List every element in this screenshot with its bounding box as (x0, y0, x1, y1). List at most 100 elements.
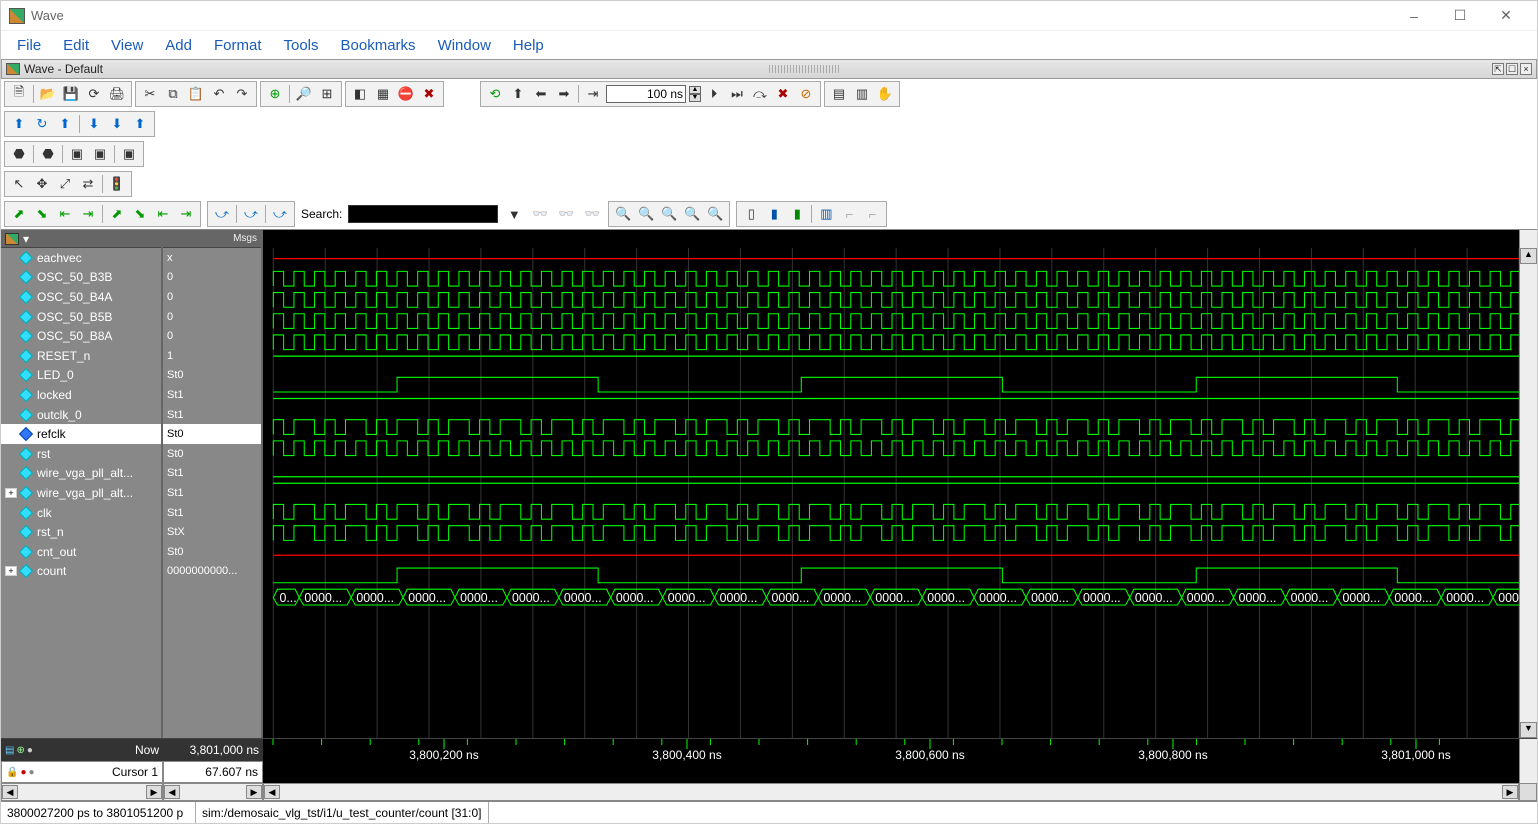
run-left-icon[interactable]: ⬅ (531, 84, 551, 104)
signal-value[interactable]: 0 (163, 326, 261, 346)
obj4-icon[interactable]: ▣ (90, 144, 110, 164)
expand-icon[interactable] (5, 429, 17, 439)
new-icon[interactable]: 🗎 (9, 84, 29, 104)
cursor-up-icon[interactable]: ⬆ (9, 114, 29, 134)
wave-scroll-right-icon[interactable]: ▶ (1502, 785, 1518, 799)
time-down-icon[interactable]: ▼ (689, 94, 701, 102)
reload-icon[interactable]: ⟳ (84, 84, 104, 104)
cursor-d1-icon[interactable]: ⬇ (84, 114, 104, 134)
menu-format[interactable]: Format (204, 33, 272, 58)
save-icon[interactable]: 💾 (61, 84, 81, 104)
signal-row[interactable]: wire_vga_pll_alt... (1, 464, 161, 484)
expand-icon[interactable] (5, 547, 17, 557)
edge-e-icon[interactable]: ⬈ (107, 204, 127, 224)
menu-tools[interactable]: Tools (274, 33, 329, 58)
scroll-down-icon[interactable]: ▼ (1520, 722, 1537, 738)
run-right-icon[interactable]: ➡ (554, 84, 574, 104)
bino-prev-icon[interactable]: 👓 (530, 204, 550, 224)
fmt-1-icon[interactable]: ▯ (741, 204, 761, 224)
signal-value[interactable]: St1 (163, 464, 261, 484)
menu-add[interactable]: Add (155, 33, 202, 58)
menu-file[interactable]: File (7, 33, 51, 58)
minimize-button[interactable]: – (1391, 2, 1437, 30)
step-icon[interactable]: ⇥ (583, 84, 603, 104)
zoom-fit-icon[interactable]: 🔍 (682, 204, 702, 224)
edge-g-icon[interactable]: ⇤ (153, 204, 173, 224)
layers-icon[interactable]: ◧ (350, 84, 370, 104)
signal-value[interactable]: St1 (163, 405, 261, 425)
expand-icon[interactable] (5, 508, 17, 518)
fmt-3-icon[interactable]: ▮ (787, 204, 807, 224)
fmt-6-icon[interactable]: ⌐ (862, 204, 882, 224)
print-icon[interactable]: 🖨 (107, 84, 127, 104)
zoom-sel-icon[interactable]: 🔍 (705, 204, 725, 224)
waveform-pane[interactable]: 0...0000...0000...0000...0000...0000...0… (263, 230, 1519, 738)
resize-icon[interactable]: ⤢ (55, 174, 75, 194)
bino-icon[interactable]: 👓 (556, 204, 576, 224)
menu-edit[interactable]: Edit (53, 33, 99, 58)
signal-value[interactable]: 0 (163, 307, 261, 327)
signal-row[interactable]: clk (1, 503, 161, 523)
expand-icon[interactable] (5, 410, 17, 420)
layers2-icon[interactable]: ▦ (373, 84, 393, 104)
move-icon[interactable]: ✥ (32, 174, 52, 194)
cursor-rot-icon[interactable]: ↻ (32, 114, 52, 134)
signal-row[interactable]: rst (1, 444, 161, 464)
obj5-icon[interactable]: ▣ (119, 144, 139, 164)
msg-scroll-left-icon[interactable]: ◀ (164, 785, 180, 799)
dock-max-icon[interactable]: ☐ (1506, 63, 1518, 75)
redo-icon[interactable]: ↷ (232, 84, 252, 104)
pointer-icon[interactable]: ↖ (9, 174, 29, 194)
signal-value[interactable]: St1 (163, 503, 261, 523)
signal-row[interactable]: rst_n (1, 522, 161, 542)
signal-value[interactable]: St1 (163, 483, 261, 503)
expand-icon[interactable] (5, 272, 17, 282)
search-input[interactable] (348, 205, 498, 223)
expand-icon[interactable] (5, 390, 17, 400)
signal-value[interactable]: St0 (163, 444, 261, 464)
signal-row[interactable]: eachvec (1, 248, 161, 268)
time-up-icon[interactable]: ▲ (689, 86, 701, 94)
menu-bookmarks[interactable]: Bookmarks (331, 33, 426, 58)
foot-icon-6[interactable]: ● (29, 767, 35, 778)
cursor-up2-icon[interactable]: ⬆ (55, 114, 75, 134)
nav-c-icon[interactable]: ⤻ (270, 204, 290, 224)
v-scrollbar[interactable]: ▲ ▼ (1519, 230, 1537, 738)
menu-view[interactable]: View (101, 33, 153, 58)
cursor-d2-icon[interactable]: ⬇ (107, 114, 127, 134)
tree-icon[interactable]: ⊞ (317, 84, 337, 104)
signal-drop-icon[interactable]: ▾ (23, 232, 29, 246)
obj2-icon[interactable]: ⬣ (38, 144, 58, 164)
fmt-2-icon[interactable]: ▮ (764, 204, 784, 224)
restart-icon[interactable]: ⟲ (485, 84, 505, 104)
cut-icon[interactable]: ✂ (140, 84, 160, 104)
signal-value[interactable]: 0 (163, 268, 261, 288)
obj3-icon[interactable]: ▣ (67, 144, 87, 164)
find-icon[interactable]: 🔎 (294, 84, 314, 104)
sig-scroll-right-icon[interactable]: ▶ (146, 785, 162, 799)
signal-value[interactable]: 0000000000... (163, 562, 261, 582)
run-up-icon[interactable]: ⬆ (508, 84, 528, 104)
signal-value[interactable]: St0 (163, 542, 261, 562)
signal-value[interactable]: St0 (163, 366, 261, 386)
run-all-icon[interactable]: ⏭ (727, 84, 747, 104)
sig-scroll-left-icon[interactable]: ◀ (2, 785, 18, 799)
edge-c-icon[interactable]: ⇤ (55, 204, 75, 224)
expand-icon[interactable] (5, 370, 17, 380)
edge-h-icon[interactable]: ⇥ (176, 204, 196, 224)
expand-icon[interactable] (5, 527, 17, 537)
foot-icon-4[interactable]: 🔒 (6, 767, 18, 778)
swap-icon[interactable]: ⇄ (78, 174, 98, 194)
edge-f-icon[interactable]: ⬊ (130, 204, 150, 224)
signal-value[interactable]: x (163, 248, 261, 268)
copy-icon[interactable]: ⧉ (163, 84, 183, 104)
search-drop-icon[interactable]: ▼ (504, 204, 524, 224)
signal-value[interactable]: St0 (163, 424, 261, 444)
expand-icon[interactable] (5, 253, 17, 263)
signal-row[interactable]: RESET_n (1, 346, 161, 366)
signal-value[interactable]: 1 (163, 346, 261, 366)
menu-help[interactable]: Help (503, 33, 554, 58)
edge-b-icon[interactable]: ⬊ (32, 204, 52, 224)
foot-icon-5[interactable]: ● (20, 767, 26, 778)
add-icon[interactable]: ⊕ (265, 84, 285, 104)
